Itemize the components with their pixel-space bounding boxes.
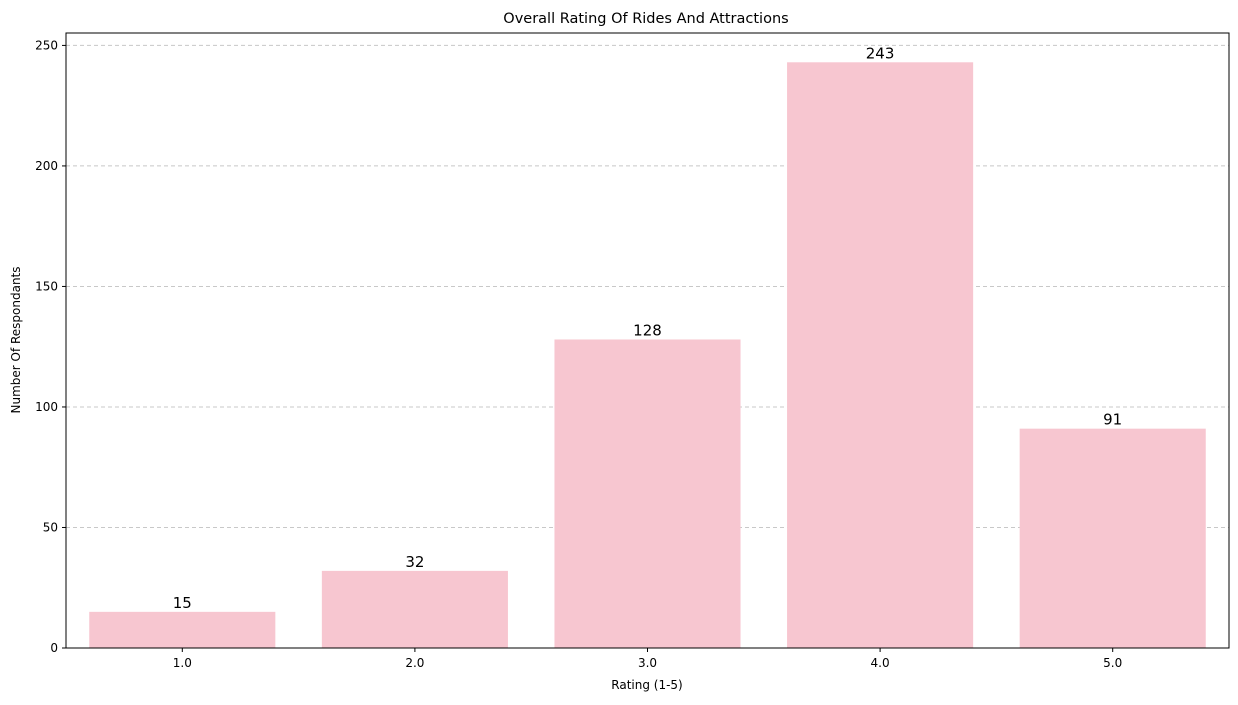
bar-value-label: 91 — [1103, 411, 1122, 429]
x-tick-label: 3.0 — [638, 656, 657, 670]
chart-title: Overall Rating Of Rides And Attractions — [503, 11, 788, 27]
bar — [554, 339, 741, 648]
y-axis-ticks: 0 50 100 150 200 250 — [35, 38, 66, 655]
y-axis-label: Number Of Respondants — [9, 266, 23, 413]
bar — [787, 62, 974, 649]
bar — [89, 611, 276, 648]
bar-value-label: 32 — [405, 553, 424, 571]
y-tick-label: 150 — [35, 279, 58, 293]
bar — [1019, 428, 1206, 648]
y-tick-label: 0 — [50, 641, 58, 655]
x-axis-label: Rating (1-5) — [611, 678, 682, 692]
x-tick-label: 2.0 — [405, 656, 424, 670]
bar-value-label: 15 — [173, 594, 192, 612]
y-tick-label: 50 — [43, 520, 58, 534]
y-tick-label: 100 — [35, 400, 58, 414]
y-tick-label: 200 — [35, 159, 58, 173]
y-tick-label: 250 — [35, 38, 58, 52]
x-tick-label: 4.0 — [871, 656, 890, 670]
bars — [89, 62, 1206, 649]
bar-value-label: 128 — [633, 321, 662, 339]
bar — [321, 570, 508, 648]
data-labels: 15 32 128 243 91 — [173, 44, 1122, 612]
x-axis-ticks: 1.0 2.0 3.0 4.0 5.0 — [173, 648, 1122, 670]
x-tick-label: 1.0 — [173, 656, 192, 670]
bar-value-label: 243 — [866, 44, 895, 62]
x-tick-label: 5.0 — [1103, 656, 1122, 670]
